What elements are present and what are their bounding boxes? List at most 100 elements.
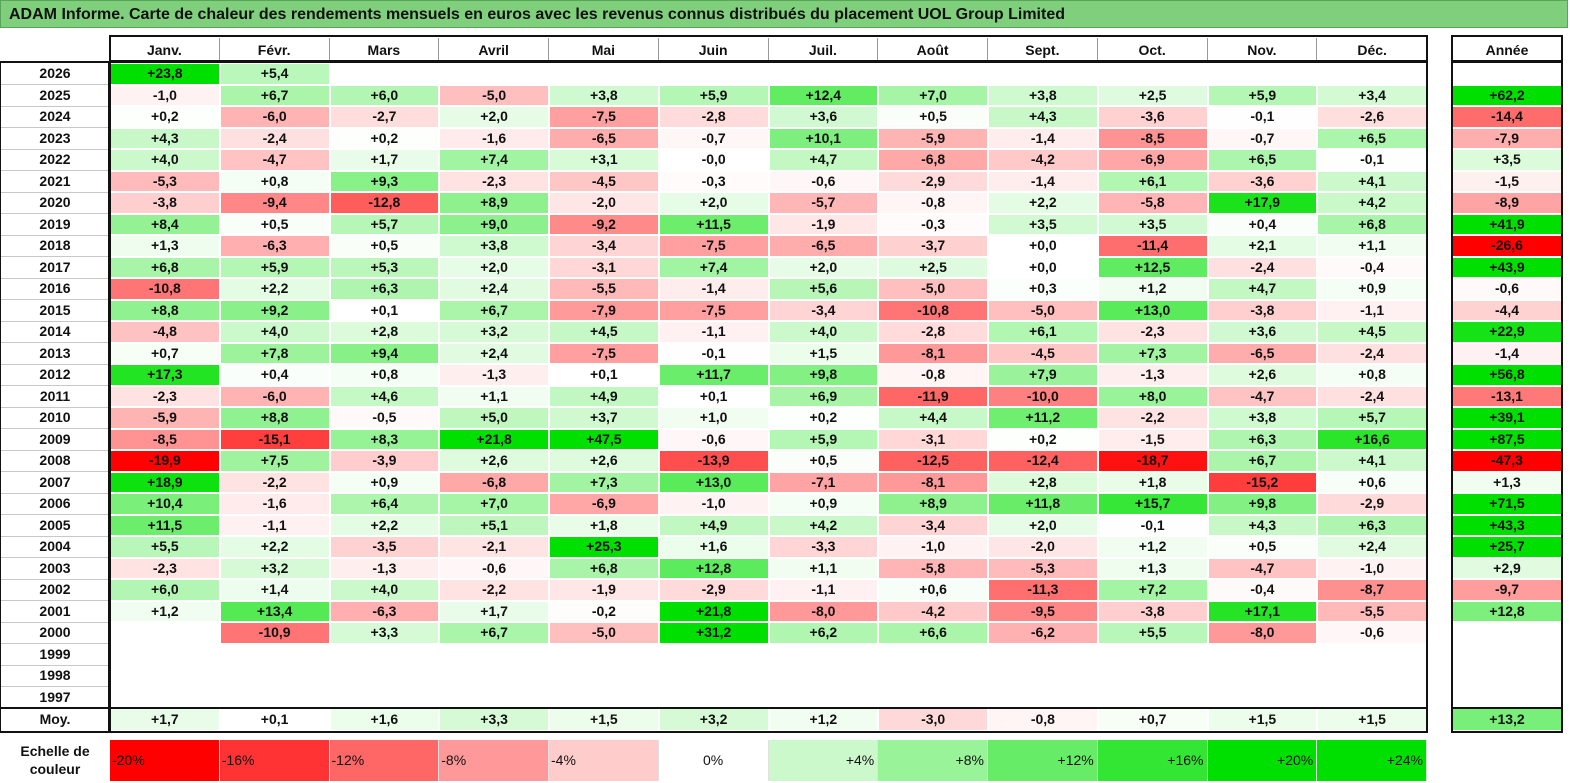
heatmap-cell: +5,9 xyxy=(220,257,329,277)
heatmap-cell xyxy=(440,64,548,84)
heatmap-cell: +2,8 xyxy=(330,322,439,342)
heatmap-cell: +11,5 xyxy=(111,515,219,535)
heatmap-cell: +13,0 xyxy=(1098,300,1207,320)
row-divider xyxy=(0,428,110,429)
heatmap-cell: +3,7 xyxy=(550,408,658,428)
year-label: 2010 xyxy=(39,409,71,425)
heatmap-cell: +6,3 xyxy=(1208,429,1317,449)
row-divider xyxy=(0,148,110,150)
annual-cell: +1,3 xyxy=(1453,472,1561,492)
heatmap-cell: -6,0 xyxy=(220,386,329,406)
average-annual-cell: +13,2 xyxy=(1453,709,1561,730)
annual-cell: -7,9 xyxy=(1453,128,1561,148)
color-scale-swatch: -4% xyxy=(549,740,659,781)
heatmap-cell: -10,8 xyxy=(111,279,219,299)
heatmap-cell: -1,9 xyxy=(550,580,658,600)
heatmap-cell: -7,1 xyxy=(769,472,878,492)
heatmap-cell: -0,1 xyxy=(1098,515,1207,535)
heatmap-cell: -5,8 xyxy=(1098,193,1207,213)
heatmap-cell xyxy=(1318,64,1426,84)
heatmap-cell: +4,5 xyxy=(1318,322,1426,342)
heatmap-cell: -5,0 xyxy=(550,623,658,643)
heatmap-cell: -6,3 xyxy=(330,601,439,621)
heatmap-cell: +1,1 xyxy=(440,386,548,406)
row-divider xyxy=(0,686,110,687)
heatmap-cell: -5,9 xyxy=(111,408,219,428)
heatmap-cell: +2,8 xyxy=(989,472,1097,492)
heatmap-cell: -8,5 xyxy=(111,429,219,449)
heatmap-cell: -8,0 xyxy=(1208,623,1317,643)
heatmap-cell: -9,4 xyxy=(220,193,329,213)
color-scale-swatch: +16% xyxy=(1097,740,1208,781)
heatmap-cell: +5,7 xyxy=(330,214,439,234)
annual-cell: +22,9 xyxy=(1453,322,1561,342)
heatmap-cell xyxy=(330,687,439,707)
color-scale-swatch: +4% xyxy=(768,740,879,781)
heatmap-cell: +0,5 xyxy=(769,451,878,471)
heatmap-cell: +7,2 xyxy=(1098,580,1207,600)
heatmap-cell: +4,3 xyxy=(989,107,1097,127)
annual-cell: +2,9 xyxy=(1453,558,1561,578)
heatmap-cell: -4,5 xyxy=(989,343,1097,363)
heatmap-cell: -0,4 xyxy=(1318,257,1426,277)
heatmap-cell: +0,5 xyxy=(1208,537,1317,557)
heatmap-cell xyxy=(550,64,658,84)
heatmap-cell: +6,1 xyxy=(1098,171,1207,191)
heatmap-cell xyxy=(769,644,878,664)
heatmap-cell: -5,7 xyxy=(769,193,878,213)
heatmap-cell: -12,4 xyxy=(989,451,1097,471)
heatmap-cell: -2,3 xyxy=(1098,322,1207,342)
month-header: Janv. xyxy=(110,38,220,62)
annual-cell: -1,4 xyxy=(1453,343,1561,363)
year-label: 2002 xyxy=(39,581,71,597)
heatmap-cell: +5,3 xyxy=(330,257,439,277)
heatmap-cell: -3,1 xyxy=(550,257,658,277)
heatmap-cell xyxy=(330,666,439,686)
heatmap-cell: -2,1 xyxy=(440,537,548,557)
heatmap-cell: -7,9 xyxy=(550,300,658,320)
year-label: 2006 xyxy=(39,495,71,511)
heatmap-cell: -2,2 xyxy=(440,580,548,600)
heatmap-cell: +4,7 xyxy=(1208,279,1317,299)
heatmap-cell: +8,8 xyxy=(220,408,329,428)
heatmap-cell: +0,5 xyxy=(220,214,329,234)
annual-cell: -47,3 xyxy=(1453,451,1561,471)
heatmap-cell xyxy=(550,644,658,664)
heatmap-cell: +2,0 xyxy=(440,107,548,127)
heatmap-cell: -11,3 xyxy=(989,580,1097,600)
heatmap-cell: +6,3 xyxy=(330,279,439,299)
heatmap-cell: +3,8 xyxy=(989,85,1097,105)
annual-cell: +43,3 xyxy=(1453,515,1561,535)
heatmap-cell: +0,0 xyxy=(989,236,1097,256)
year-label: 2020 xyxy=(39,194,71,210)
annual-cell: +56,8 xyxy=(1453,365,1561,385)
heatmap-cell: +1,4 xyxy=(220,580,329,600)
heatmap-cell xyxy=(1318,644,1426,664)
heatmap-cell: +31,2 xyxy=(659,623,768,643)
heatmap-cell: +13,0 xyxy=(659,472,768,492)
heatmap-cell xyxy=(989,644,1097,664)
heatmap-cell: +17,1 xyxy=(1208,601,1317,621)
heatmap-cell: +0,2 xyxy=(769,408,878,428)
heatmap-cell: -0,2 xyxy=(550,601,658,621)
heatmap-cell: +0,3 xyxy=(989,279,1097,299)
year-label: 2019 xyxy=(39,215,71,232)
heatmap-cell: +5,5 xyxy=(111,537,219,557)
heatmap-cell: -6,8 xyxy=(879,150,987,170)
row-divider xyxy=(0,449,110,451)
page-title: ADAM Informe. Carte de chaleur des rende… xyxy=(0,0,1568,28)
heatmap-cell: -5,0 xyxy=(440,85,548,105)
heatmap-cell: +5,9 xyxy=(769,429,878,449)
heatmap-cell: +5,6 xyxy=(769,279,878,299)
annual-cell xyxy=(1453,623,1561,643)
heatmap-cell: +18,9 xyxy=(111,472,219,492)
year-label: 1999 xyxy=(39,645,71,662)
heatmap-cell xyxy=(1208,64,1317,84)
heatmap-cell: -4,2 xyxy=(879,601,987,621)
year-label: 2018 xyxy=(39,237,71,253)
heatmap-cell: -2,9 xyxy=(879,171,987,191)
heatmap-cell: +1,7 xyxy=(440,601,548,621)
annual-cell: -13,1 xyxy=(1453,386,1561,406)
heatmap-cell: +1,7 xyxy=(330,150,439,170)
heatmap-cell: -3,8 xyxy=(1098,601,1207,621)
